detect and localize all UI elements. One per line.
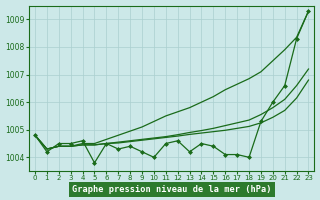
X-axis label: Graphe pression niveau de la mer (hPa): Graphe pression niveau de la mer (hPa): [72, 185, 272, 194]
